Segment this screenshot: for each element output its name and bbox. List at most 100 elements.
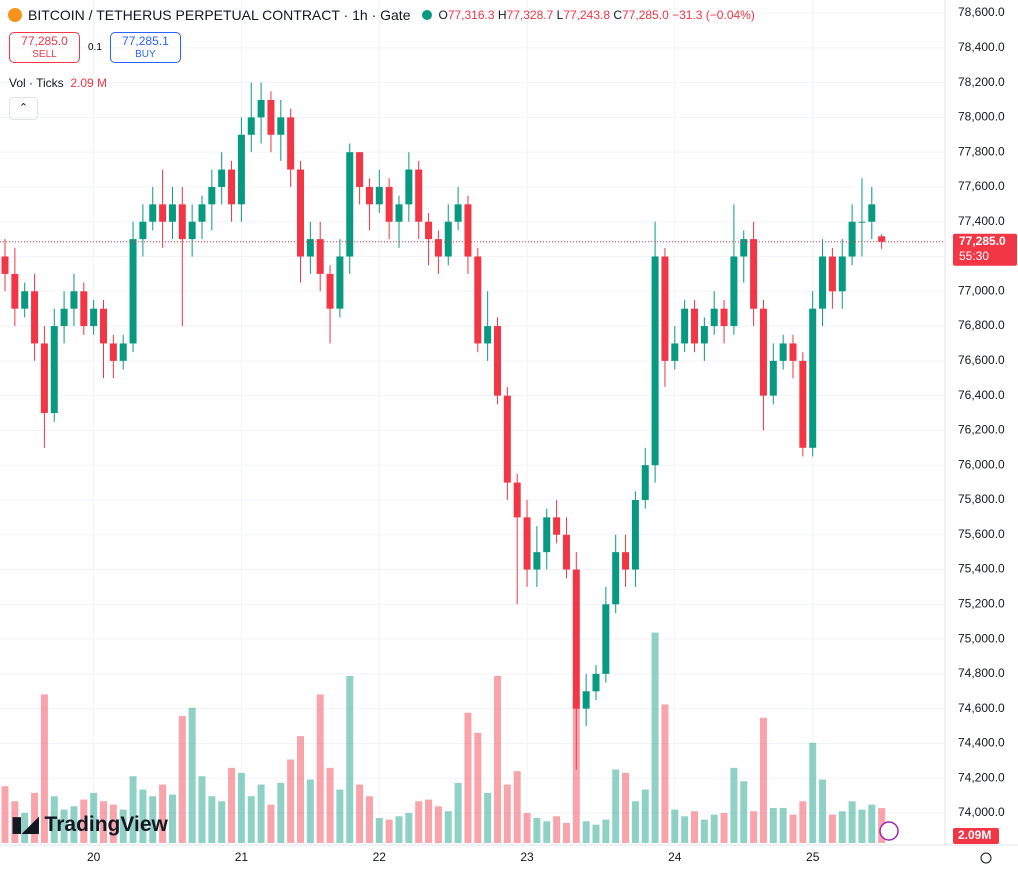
l-label: L bbox=[556, 8, 564, 22]
volume-bar bbox=[228, 767, 236, 843]
collapse-button[interactable]: ⌃ bbox=[9, 97, 38, 120]
volume-bar bbox=[464, 712, 472, 843]
volume-bar bbox=[90, 792, 98, 843]
header: BITCOIN / TETHERUS PERPETUAL CONTRACT · … bbox=[8, 7, 755, 23]
candle-body bbox=[119, 343, 127, 361]
volume-bar bbox=[494, 676, 501, 843]
volume-bar bbox=[1, 786, 9, 843]
volume-bar bbox=[809, 742, 817, 843]
volume-bar bbox=[159, 784, 167, 843]
candle-body bbox=[21, 291, 29, 309]
settings-icon[interactable] bbox=[980, 852, 992, 864]
volume-bar bbox=[425, 799, 433, 843]
candle-body bbox=[710, 308, 718, 327]
volume-bar bbox=[828, 814, 836, 843]
y-tick-label: 76,000.0 bbox=[958, 457, 1005, 471]
candle-body bbox=[11, 273, 19, 309]
volume-bar bbox=[365, 796, 373, 843]
candle-body bbox=[198, 204, 206, 222]
candle-body bbox=[444, 221, 452, 257]
volume-bar bbox=[434, 806, 442, 843]
volume-bar bbox=[50, 796, 58, 843]
candle-body bbox=[503, 395, 511, 483]
y-tick-label: 78,000.0 bbox=[958, 110, 1005, 124]
candle-body bbox=[828, 256, 836, 292]
volume-bar bbox=[60, 809, 68, 843]
candle-body bbox=[395, 204, 403, 222]
candle-body bbox=[474, 256, 482, 344]
candle-body bbox=[858, 221, 866, 223]
symbol[interactable]: BITCOIN / TETHERUS PERPETUAL CONTRACT · … bbox=[28, 7, 411, 23]
ohlc: O77,316.3 H77,328.7 L77,243.8 C77,285.0 … bbox=[438, 8, 754, 22]
lightning-button[interactable] bbox=[879, 821, 899, 841]
candle-body bbox=[218, 169, 226, 187]
trade-panel: 77,285.0 SELL 0.1 77,285.1 BUY bbox=[9, 32, 181, 63]
candle-body bbox=[523, 517, 531, 570]
volume-bar bbox=[346, 676, 354, 843]
volume-bar bbox=[119, 809, 127, 843]
l-value: 77,243.8 bbox=[563, 8, 611, 22]
sell-button[interactable]: 77,285.0 SELL bbox=[9, 32, 80, 63]
y-tick-label: 76,200.0 bbox=[958, 423, 1005, 437]
y-tick-label: 74,600.0 bbox=[958, 701, 1005, 715]
candle-body bbox=[612, 552, 620, 605]
volume-bar bbox=[257, 784, 265, 843]
candle-body bbox=[582, 691, 590, 709]
buy-button[interactable]: 77,285.1 BUY bbox=[109, 32, 181, 63]
volume-bar bbox=[710, 814, 718, 843]
volume-bar bbox=[474, 732, 482, 843]
candle-body bbox=[730, 256, 738, 327]
candle-body bbox=[60, 308, 68, 327]
volume-bar bbox=[385, 819, 393, 843]
volume-bar bbox=[129, 776, 137, 843]
volume-bar bbox=[553, 816, 561, 843]
vol-value: 2.09 M bbox=[70, 76, 108, 90]
x-tick-label: 21 bbox=[235, 850, 249, 864]
x-tick-label: 24 bbox=[668, 850, 682, 864]
candle-body bbox=[868, 204, 876, 222]
volume-bar bbox=[168, 794, 176, 843]
candle-body bbox=[40, 343, 48, 414]
volume-bar bbox=[631, 801, 639, 843]
candle-body bbox=[277, 117, 285, 135]
volume-bar bbox=[641, 789, 649, 843]
y-tick-label: 75,800.0 bbox=[958, 492, 1005, 506]
candle-body bbox=[168, 204, 176, 222]
candle-body bbox=[159, 204, 167, 222]
candle-body bbox=[1, 256, 9, 274]
candle-body bbox=[188, 221, 196, 240]
candle-body bbox=[779, 343, 787, 361]
candle-body bbox=[789, 343, 797, 361]
candle-body bbox=[208, 186, 216, 205]
candle-body bbox=[513, 482, 521, 518]
volume-bar bbox=[109, 804, 117, 843]
candle-body bbox=[100, 308, 107, 344]
y-tick-label: 77,400.0 bbox=[958, 214, 1005, 228]
volume-value-box bbox=[953, 828, 999, 844]
volume-bar bbox=[582, 821, 590, 843]
brand-name: TradingView bbox=[44, 813, 168, 836]
volume-bar bbox=[454, 782, 462, 843]
candle-body bbox=[740, 239, 748, 257]
countdown: 55:30 bbox=[959, 249, 989, 263]
volume-bar bbox=[533, 817, 541, 843]
y-tick-label: 76,400.0 bbox=[958, 388, 1005, 402]
candle-body bbox=[70, 291, 78, 309]
candle-body bbox=[622, 552, 630, 570]
volume-bar bbox=[277, 782, 285, 843]
candle-body bbox=[671, 343, 679, 361]
candle-body bbox=[129, 239, 137, 344]
candle-body bbox=[415, 169, 423, 222]
candle-body bbox=[819, 256, 827, 309]
volume-bar bbox=[789, 814, 797, 843]
volume-bar bbox=[11, 801, 19, 843]
candle-body bbox=[759, 308, 767, 396]
candle-body bbox=[769, 360, 777, 396]
candle-body bbox=[267, 99, 275, 135]
candle-body bbox=[336, 256, 344, 309]
volume-bar bbox=[671, 809, 679, 843]
volume-bar bbox=[326, 767, 334, 843]
candle-body bbox=[878, 236, 886, 242]
coin-logo bbox=[8, 8, 22, 22]
candle-body bbox=[257, 99, 265, 118]
